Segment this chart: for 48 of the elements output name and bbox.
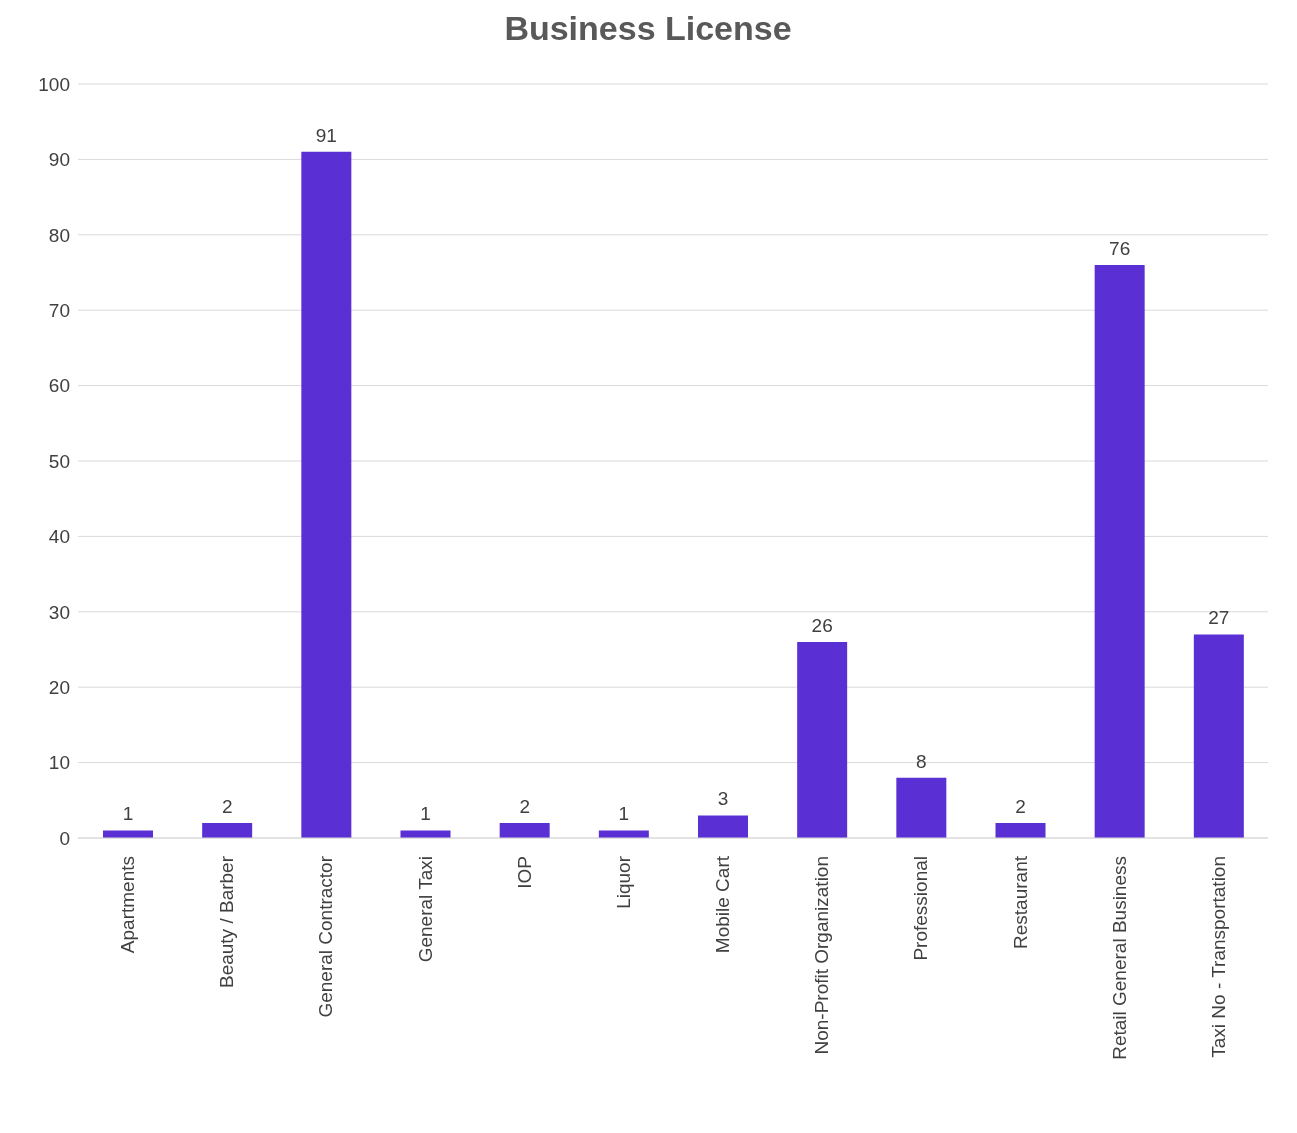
data-label: 27 bbox=[1208, 607, 1230, 629]
bar bbox=[797, 641, 848, 838]
data-label: 2 bbox=[221, 795, 233, 817]
bar bbox=[1193, 634, 1244, 838]
data-label: 2 bbox=[519, 795, 530, 817]
bar bbox=[1094, 264, 1145, 838]
x-tick-label: Mobile Cart bbox=[712, 855, 734, 954]
data-label: 1 bbox=[122, 803, 134, 825]
data-label: 1 bbox=[420, 803, 431, 825]
data-label: 91 bbox=[315, 124, 337, 146]
x-tick-label: Apartments bbox=[117, 856, 139, 954]
bar bbox=[103, 830, 153, 838]
bar bbox=[202, 822, 253, 838]
y-tick-label: 80 bbox=[48, 224, 70, 246]
data-label: 3 bbox=[717, 788, 729, 810]
bar bbox=[499, 822, 550, 838]
x-tick-label: IOP bbox=[513, 856, 535, 889]
y-tick-label: 20 bbox=[48, 676, 70, 698]
x-tick-label: General Contractor bbox=[315, 855, 337, 1018]
x-tick-label: Liquor bbox=[612, 855, 634, 909]
x-tick-label: Taxi No - Transportation bbox=[1207, 856, 1229, 1058]
x-tick-label: Retail General Business bbox=[1108, 856, 1130, 1060]
y-tick-label: 30 bbox=[48, 601, 70, 623]
bar bbox=[598, 830, 649, 838]
data-label: 8 bbox=[916, 750, 927, 772]
y-tick-label: 0 bbox=[59, 827, 70, 849]
bar bbox=[896, 777, 947, 838]
data-label: 26 bbox=[811, 614, 833, 636]
y-tick-label: 10 bbox=[48, 752, 70, 774]
y-tick-label: 70 bbox=[48, 299, 70, 321]
bar bbox=[301, 151, 352, 838]
bar bbox=[400, 830, 451, 838]
x-tick-label: Professional bbox=[910, 856, 932, 961]
bar bbox=[698, 815, 748, 838]
bar bbox=[995, 822, 1046, 838]
x-tick-label: General Taxi bbox=[414, 856, 436, 963]
data-label: 76 bbox=[1109, 237, 1131, 259]
y-tick-label: 100 bbox=[38, 73, 70, 95]
y-tick-label: 90 bbox=[48, 149, 70, 171]
y-tick-label: 50 bbox=[48, 450, 70, 472]
x-tick-label: Beauty / Barber bbox=[216, 855, 238, 989]
data-label: 2 bbox=[1015, 795, 1026, 817]
y-tick-label: 40 bbox=[48, 526, 70, 548]
x-tick-label: Restaurant bbox=[1009, 855, 1031, 949]
x-tick-label: Non-Profit Organization bbox=[811, 856, 833, 1055]
data-label: 1 bbox=[618, 803, 630, 825]
chart-title: Business License bbox=[503, 8, 793, 49]
y-tick-label: 60 bbox=[48, 375, 70, 397]
